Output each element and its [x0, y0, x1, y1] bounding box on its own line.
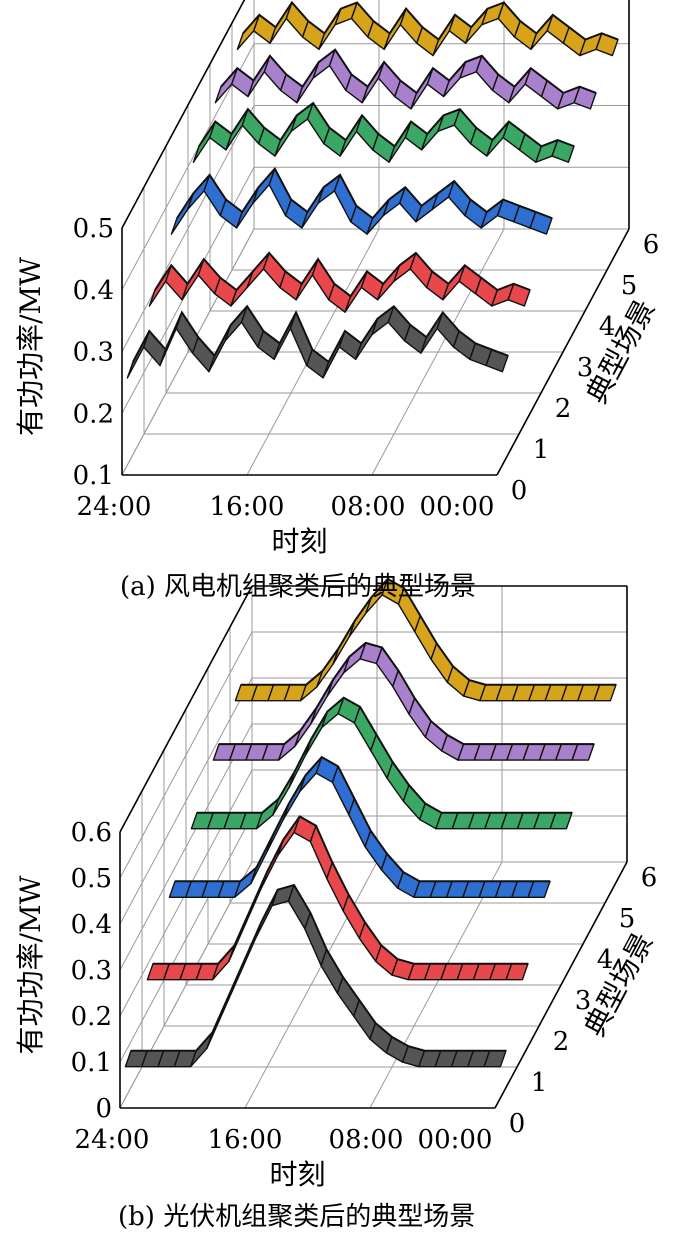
series-ribbon-0: [124, 883, 507, 1068]
series-ribbon-4: [212, 641, 595, 761]
series-ribbon-3: [190, 696, 573, 830]
axes: [119, 585, 628, 1109]
series-line: [175, 755, 550, 883]
y-tick-label: 0.2: [71, 1002, 112, 1032]
z-tick-label: 3: [577, 353, 594, 383]
y-tick-label: 0.6: [71, 818, 112, 848]
y-axis-title: 有功功率/MW: [14, 875, 47, 1054]
x-tick-label: 00:00: [418, 1125, 493, 1155]
z-tick-label: 3: [575, 986, 592, 1016]
y-tick-label: 0.4: [73, 276, 114, 306]
x-tick-label: 24:00: [75, 1125, 150, 1155]
series-ribbon-3: [192, 101, 575, 163]
y-tick-label: 0.4: [71, 910, 112, 940]
series-ribbon-1: [148, 251, 531, 313]
y-tick-label: 0.1: [71, 1048, 112, 1078]
y-tick-label: 0.3: [73, 338, 114, 368]
series-line: [132, 304, 509, 364]
caption-b: (b) 光伏机组聚类后的典型场景: [118, 1202, 475, 1232]
x-tick-labels: 24:00 16:00 08:00 00:00: [77, 492, 495, 522]
y-tick-labels: 0.1 0.2 0.3 0.4 0.5: [73, 214, 114, 491]
z-tick-label: 2: [553, 1027, 570, 1057]
top-left-edge: [119, 585, 253, 833]
z-tick-label: 5: [621, 271, 638, 301]
z-tick-label: 4: [599, 312, 616, 342]
z-axis-title: 典型场景: [578, 927, 660, 1041]
z-tick-label: 5: [619, 904, 636, 934]
z-tick-label: 1: [533, 435, 550, 465]
x-tick-label: 08:00: [329, 1125, 404, 1155]
chart-panel-b: 0 0.1 0.2 0.3 0.4 0.5 0.6 24:00 16:00 08:00 00:00 时…: [14, 577, 660, 1191]
chart-panel-a: 0.1 0.2 0.3 0.4 0.5 24:00 16:00 08:00 00:00 时刻 有功功…: [14, 0, 661, 558]
x-tick-label: 16:00: [210, 492, 285, 522]
x-tick-label: 24:00: [77, 492, 152, 522]
z-tick-label: 0: [511, 476, 528, 506]
x-axis-title: 时刻: [269, 1158, 325, 1191]
y-tick-label: 0.1: [73, 461, 114, 491]
top-left-edge: [121, 0, 246, 229]
x-tick-label: 16:00: [208, 1125, 283, 1155]
series-line: [154, 251, 531, 298]
series-ribbon-5: [236, 0, 619, 57]
y-tick-label: 0.3: [71, 956, 112, 986]
series-line: [197, 696, 572, 814]
y-tick-labels: 0 0.1 0.2 0.3 0.4 0.5 0.6: [71, 818, 112, 1124]
series-line: [198, 101, 575, 148]
z-tick-label: 2: [555, 394, 572, 424]
z-axis-line: [494, 861, 628, 1109]
series-ribbon-1: [146, 815, 529, 981]
y-tick-label: 0.5: [73, 214, 114, 244]
z-tick-label: 1: [531, 1068, 548, 1098]
series-ribbon-2: [168, 755, 551, 898]
z-axis-title: 典型场景: [580, 294, 662, 408]
series-ribbon-4: [214, 48, 597, 110]
z-tick-label: 6: [643, 230, 660, 260]
series-line: [242, 0, 619, 41]
series-line: [131, 883, 506, 1052]
series-line: [153, 815, 528, 965]
y-tick-label: 0.5: [71, 864, 112, 894]
series-line: [176, 166, 553, 220]
x-tick-label: 00:00: [420, 492, 495, 522]
series-line: [241, 577, 616, 686]
z-tick-label: 6: [641, 863, 658, 893]
x-axis-title: 时刻: [271, 525, 327, 558]
z-axis-line: [496, 228, 630, 476]
series-ribbon-5: [234, 577, 617, 702]
y-tick-label: 0: [95, 1094, 112, 1124]
caption-a: (a) 风电机组聚类后的典型场景: [120, 572, 476, 602]
series-line: [220, 48, 597, 95]
y-tick-label: 0.2: [73, 399, 114, 429]
x-tick-labels: 24:00 16:00 08:00 00:00: [75, 1125, 493, 1155]
x-tick-label: 08:00: [331, 492, 406, 522]
axes: [121, 0, 630, 476]
grid-lines: [121, 0, 630, 476]
z-tick-label: 0: [509, 1109, 526, 1139]
series-line: [219, 641, 594, 746]
series-ribbon-2: [170, 166, 553, 235]
y-axis-title: 有功功率/MW: [14, 257, 47, 436]
series-ribbon-0: [126, 304, 509, 379]
z-tick-label: 4: [597, 945, 614, 975]
